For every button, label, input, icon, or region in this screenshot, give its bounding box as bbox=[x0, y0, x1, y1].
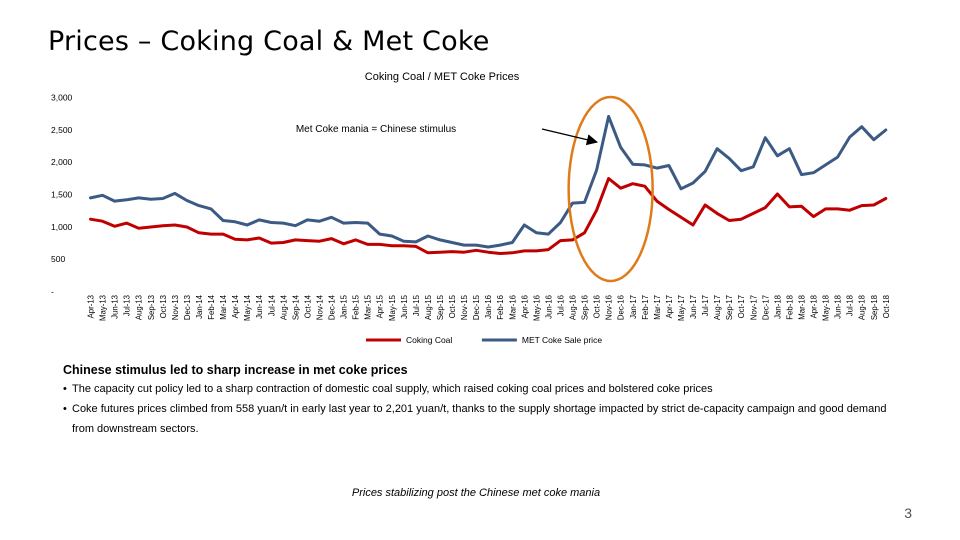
x-tick-label: Apr-18 bbox=[810, 295, 819, 318]
x-tick-label: Oct-14 bbox=[303, 294, 312, 318]
x-tick-label: Dec-17 bbox=[761, 295, 770, 320]
x-tick-label: Sep-15 bbox=[436, 294, 445, 320]
x-tick-label: Jan-17 bbox=[629, 295, 638, 319]
x-tick-label: Mar-17 bbox=[653, 295, 662, 320]
annotation-arrow bbox=[541, 128, 599, 146]
x-tick-label: Feb-18 bbox=[785, 295, 794, 320]
x-tick-label: Jan-16 bbox=[484, 295, 493, 319]
x-tick-label: Nov-13 bbox=[171, 295, 180, 320]
x-tick-label: Jul-15 bbox=[412, 294, 421, 316]
x-tick-label: Aug-14 bbox=[279, 294, 288, 320]
legend-label: MET Coke Sale price bbox=[522, 335, 602, 345]
slide-title: Prices – Coking Coal & Met Coke bbox=[48, 26, 490, 57]
x-tick-label: Sep-16 bbox=[581, 295, 590, 320]
x-tick-label: Jun-14 bbox=[255, 294, 264, 319]
x-tick-label: Dec-16 bbox=[617, 295, 626, 320]
x-tick-label: Jan-15 bbox=[340, 294, 349, 319]
bullet-text: The capacity cut policy led to a sharp c… bbox=[72, 383, 713, 395]
price-chart: Coking Coal / MET Coke Prices - 500 1,000 1… bbox=[51, 71, 891, 345]
x-tick-label: Nov-15 bbox=[460, 294, 469, 320]
x-tick-label: Aug-17 bbox=[713, 295, 722, 320]
x-tick-label: Feb-17 bbox=[641, 295, 650, 320]
series-lines bbox=[89, 114, 888, 255]
x-tick-label: Jan-18 bbox=[773, 295, 782, 319]
y-tick-label: - bbox=[51, 287, 54, 297]
y-axis: - 500 1,000 1,500 2,000 2,500 3,000 bbox=[51, 93, 73, 297]
y-tick-label: 1,000 bbox=[51, 222, 73, 232]
x-tick-label: Nov-16 bbox=[605, 295, 614, 320]
page-number: 3 bbox=[904, 505, 912, 521]
x-tick-label: Oct-17 bbox=[737, 295, 746, 318]
x-tick-label: Oct-16 bbox=[593, 295, 602, 318]
chart-title: Coking Coal / MET Coke Prices bbox=[365, 71, 520, 83]
x-tick-label: Jul-13 bbox=[123, 295, 132, 316]
x-tick-label: May-14 bbox=[243, 294, 252, 321]
highlight-ellipse bbox=[567, 95, 654, 283]
x-tick-label: Nov-17 bbox=[749, 295, 758, 320]
x-tick-label: Jun-17 bbox=[689, 295, 698, 319]
x-tick-label: Sep-17 bbox=[725, 295, 734, 320]
x-tick-label: Mar-14 bbox=[219, 294, 228, 319]
x-tick-label: Aug-13 bbox=[135, 295, 144, 320]
chart-caption: Prices stabilizing post the Chinese met … bbox=[351, 487, 601, 499]
x-axis: Apr-13 May-13 Jun-13 Jul-13 Aug-13 Sep-13 Oct-… bbox=[87, 294, 891, 321]
x-tick-label: Jul-16 bbox=[556, 295, 565, 316]
x-tick-label: Sep-18 bbox=[870, 295, 879, 320]
x-tick-label: Mar-16 bbox=[508, 295, 517, 320]
x-tick-label: Aug-18 bbox=[858, 295, 867, 320]
x-tick-label: Sep-14 bbox=[291, 294, 300, 320]
x-tick-label: May-13 bbox=[99, 295, 108, 321]
y-tick-label: 1,500 bbox=[51, 190, 73, 200]
section-subheading: Chinese stimulus led to sharp increase i… bbox=[63, 363, 408, 377]
x-tick-label: Feb-14 bbox=[207, 294, 216, 319]
y-tick-label: 2,500 bbox=[51, 125, 73, 135]
stimulus-highlight bbox=[541, 95, 654, 283]
x-tick-label: Apr-17 bbox=[665, 295, 674, 318]
met-coke-sale-price-line bbox=[89, 114, 888, 249]
x-tick-label: Mar-15 bbox=[364, 294, 373, 319]
x-tick-label: May-15 bbox=[388, 294, 397, 321]
legend: Coking Coal MET Coke Sale price bbox=[366, 335, 602, 345]
x-tick-label: Jun-18 bbox=[834, 295, 843, 319]
coking-coal-line bbox=[89, 177, 888, 255]
x-tick-label: Jan-14 bbox=[195, 294, 204, 319]
x-tick-label: Apr-13 bbox=[87, 295, 96, 318]
y-tick-label: 3,000 bbox=[51, 93, 73, 103]
x-tick-label: Jun-15 bbox=[400, 294, 409, 319]
y-tick-label: 2,000 bbox=[51, 157, 73, 167]
y-tick-label: 500 bbox=[51, 254, 65, 264]
x-tick-label: Nov-14 bbox=[315, 294, 324, 320]
x-tick-label: Oct-15 bbox=[448, 294, 457, 318]
x-tick-label: Jun-13 bbox=[111, 295, 120, 319]
x-tick-label: Dec-14 bbox=[328, 294, 337, 320]
x-tick-label: Feb-16 bbox=[496, 295, 505, 320]
x-tick-label: Dec-15 bbox=[472, 294, 481, 320]
bullet-dot: • bbox=[63, 383, 67, 395]
x-tick-label: Oct-13 bbox=[159, 295, 168, 318]
x-tick-label: May-18 bbox=[822, 295, 831, 321]
x-tick-label: Aug-16 bbox=[569, 295, 578, 320]
x-tick-label: Apr-15 bbox=[376, 294, 385, 318]
bullet-text: Coke futures prices climbed from 558 yua… bbox=[72, 403, 887, 435]
x-tick-label: May-16 bbox=[532, 295, 541, 321]
x-tick-label: Aug-15 bbox=[424, 294, 433, 320]
x-tick-label: Jun-16 bbox=[544, 295, 553, 319]
x-tick-label: Dec-13 bbox=[183, 295, 192, 320]
x-tick-label: Jul-18 bbox=[846, 295, 855, 316]
x-tick-label: Sep-13 bbox=[147, 295, 156, 320]
x-tick-label: Apr-16 bbox=[520, 295, 529, 318]
x-tick-label: Apr-14 bbox=[231, 294, 240, 318]
x-tick-label: Mar-18 bbox=[797, 295, 806, 320]
x-tick-label: Feb-15 bbox=[352, 294, 361, 319]
x-tick-label: Oct-18 bbox=[882, 295, 891, 318]
legend-label: Coking Coal bbox=[406, 335, 452, 345]
bullet-dot: • bbox=[63, 403, 67, 415]
x-tick-label: May-17 bbox=[677, 295, 686, 321]
x-tick-label: Jul-14 bbox=[267, 294, 276, 316]
chart-annotation: Met Coke mania = Chinese stimulus bbox=[296, 124, 456, 135]
x-tick-label: Jul-17 bbox=[701, 295, 710, 316]
